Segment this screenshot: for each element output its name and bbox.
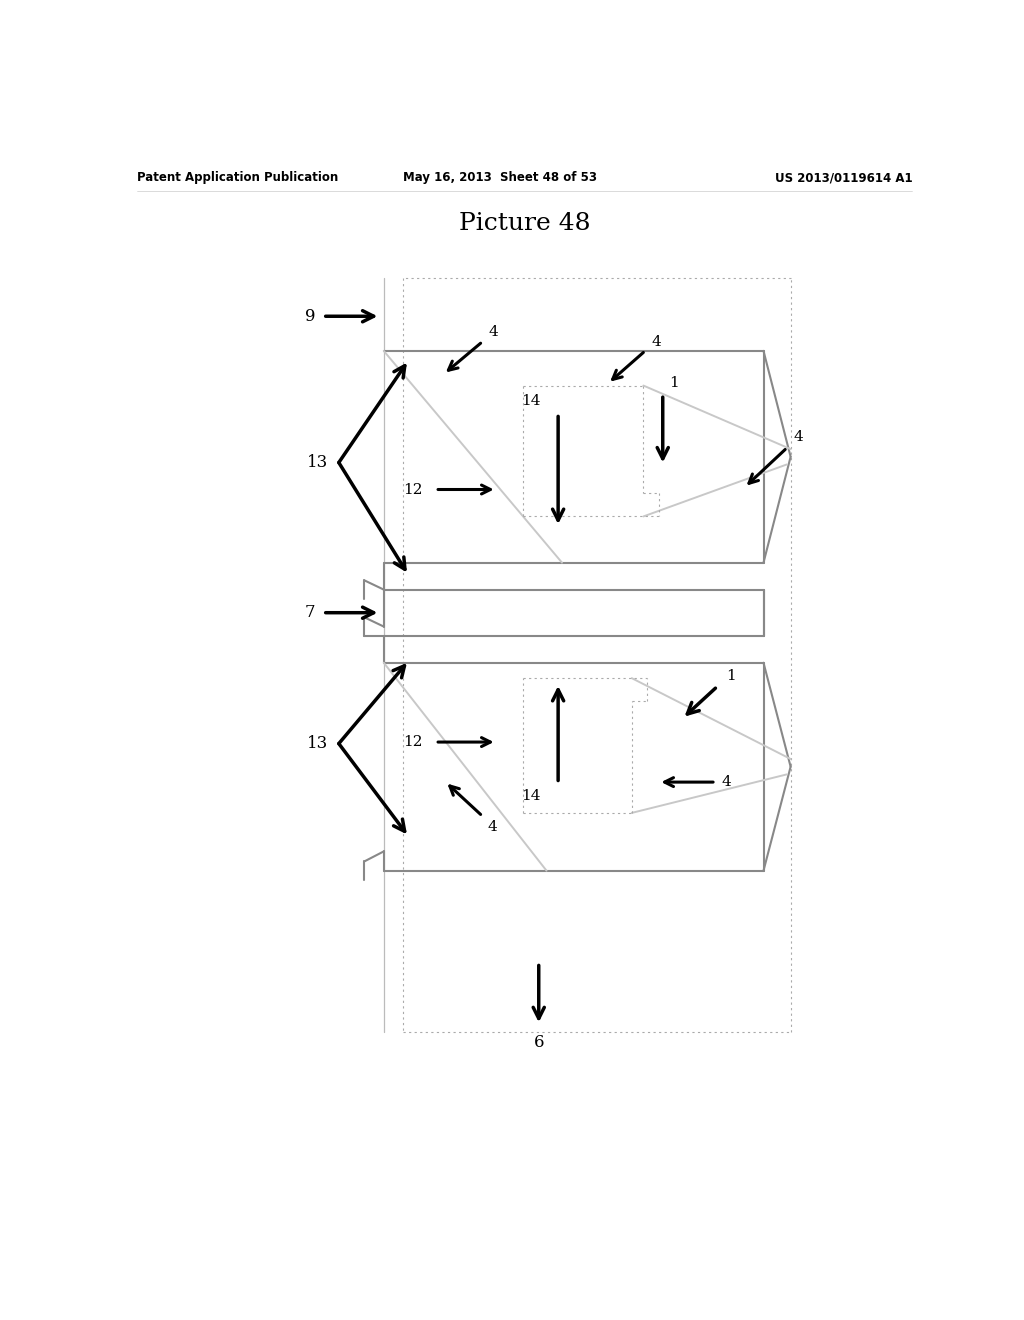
Text: 1: 1 [726,669,736,682]
Text: US 2013/0119614 A1: US 2013/0119614 A1 [775,172,912,185]
Text: 4: 4 [794,430,803,444]
Text: 7: 7 [305,605,315,622]
Text: 4: 4 [488,325,499,339]
Text: Picture 48: Picture 48 [459,213,591,235]
Text: 14: 14 [521,393,541,408]
Text: 9: 9 [305,308,315,325]
Text: 4: 4 [722,775,731,789]
Text: 12: 12 [403,483,423,496]
Text: May 16, 2013  Sheet 48 of 53: May 16, 2013 Sheet 48 of 53 [403,172,597,185]
Text: Patent Application Publication: Patent Application Publication [137,172,339,185]
Text: 13: 13 [307,735,329,752]
Text: 4: 4 [651,335,662,348]
Text: 1: 1 [670,376,679,391]
Text: 12: 12 [403,735,423,748]
Text: 14: 14 [521,789,541,803]
Text: 13: 13 [307,454,329,471]
Text: 6: 6 [534,1034,544,1051]
Text: 4: 4 [487,820,497,834]
